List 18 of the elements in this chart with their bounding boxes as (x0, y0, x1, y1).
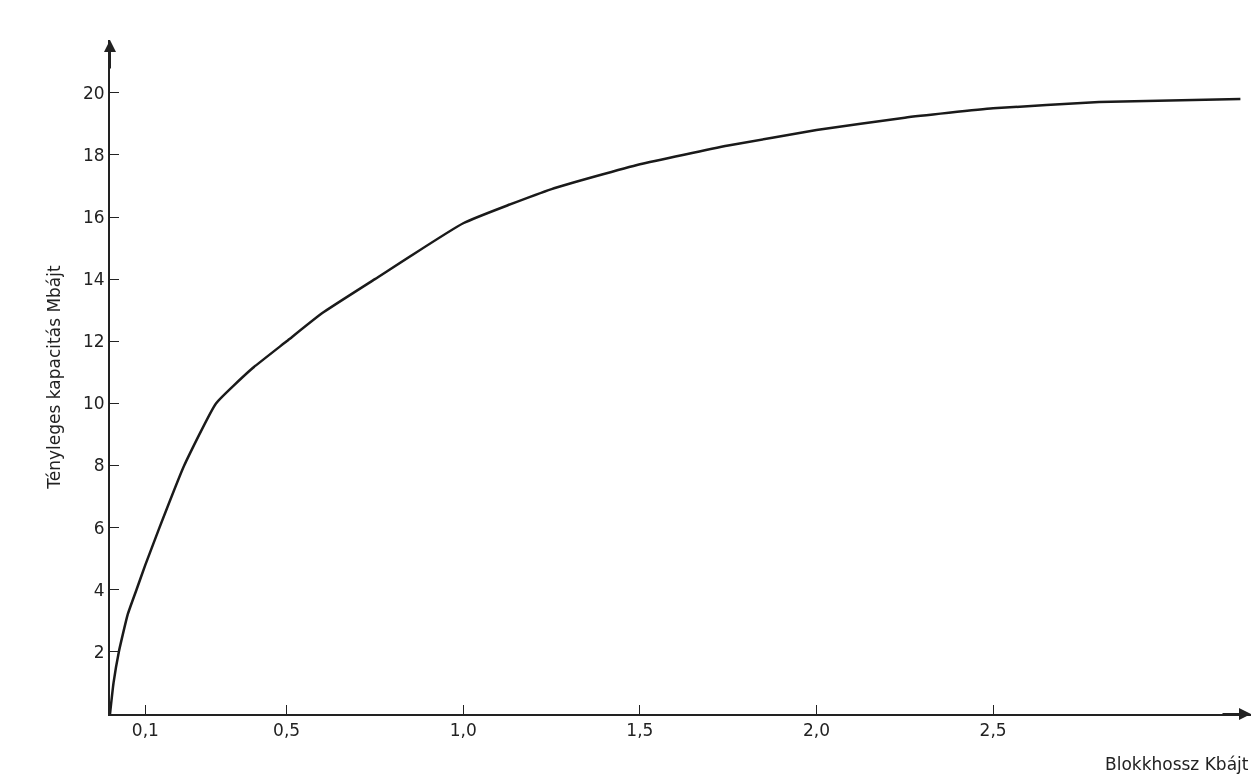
y-tick-label: 8 (93, 455, 105, 476)
y-tick-label: 2 (93, 641, 105, 662)
x-tick-label: 0,1 (131, 720, 159, 741)
x-tick-label: 2,0 (802, 720, 831, 741)
y-tick-label: 14 (82, 269, 105, 290)
y-tick-label: 20 (82, 82, 105, 103)
y-tick-label: 6 (93, 517, 105, 538)
y-tick-label: 18 (82, 144, 105, 165)
x-tick-label: 1,5 (626, 720, 654, 741)
y-tick-label: 12 (82, 331, 105, 352)
x-tick-label: 1,0 (449, 720, 477, 741)
y-tick-label: 10 (82, 393, 105, 414)
y-tick-label: 16 (82, 206, 105, 227)
y-axis-title: Tényleges kapacitás Mbájt (44, 265, 65, 490)
x-axis-title: Blokkhossz Kbájt (1105, 754, 1249, 774)
x-tick-label: 2,5 (979, 720, 1007, 741)
x-tick-label: 0,5 (273, 720, 301, 741)
y-tick-label: 4 (93, 579, 105, 600)
